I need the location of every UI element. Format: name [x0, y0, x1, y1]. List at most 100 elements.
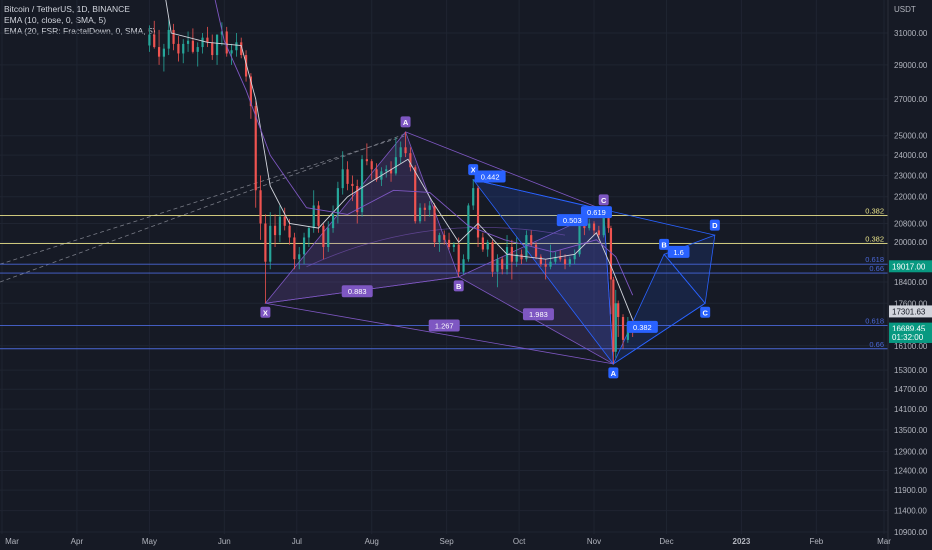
candle-body — [394, 157, 397, 174]
candle-body — [621, 317, 625, 340]
candle-body — [346, 169, 349, 184]
candle-body — [254, 106, 257, 191]
candle-body — [472, 188, 475, 206]
price-axis[interactable]: USDT 31000.00 29000.00 27000.00 25000.00 2400… — [887, 0, 932, 550]
ema-lines — [165, 0, 634, 320]
time-tick-label: Oct — [513, 537, 526, 546]
candle-body — [428, 205, 431, 210]
candle-body — [322, 225, 325, 248]
pattern-ratio-box — [341, 285, 373, 298]
pattern-ratio-label: 1.267 — [435, 321, 454, 330]
candle-body — [177, 43, 180, 54]
candle-body — [273, 225, 277, 236]
time-tick-label: Jun — [218, 537, 231, 546]
fib-level-label: 0.66 — [869, 264, 884, 273]
pattern-point-label: A — [611, 369, 617, 378]
price-axis-unit: USDT — [894, 5, 916, 14]
fib-level-label: 0.382 — [865, 234, 884, 243]
time-tick-label: Sep — [440, 537, 455, 546]
candle-body — [167, 29, 170, 49]
candle-body — [269, 225, 272, 262]
candle-body — [327, 228, 330, 248]
candle-body — [240, 42, 243, 56]
candle-body — [496, 259, 499, 272]
pattern-ratio-box — [626, 320, 658, 333]
candle-body — [351, 183, 354, 186]
price-tick-label: 17600.00 — [894, 299, 928, 308]
candle-body — [230, 50, 233, 54]
candle-body — [433, 205, 436, 243]
candle-body — [447, 239, 451, 248]
indicator-ema-10[interactable]: EMA (10, close, 0, SMA, 5) — [4, 15, 107, 25]
price-tag-label: 16689.45 — [892, 325, 926, 334]
candle-body — [259, 190, 262, 224]
candle-body — [153, 34, 156, 48]
candle-body — [520, 254, 523, 260]
pattern-point-box — [453, 280, 464, 292]
candle-body — [554, 256, 557, 262]
candle-body — [544, 264, 547, 267]
pattern-point-box — [659, 238, 670, 250]
candle-body — [462, 259, 465, 272]
ema-slow-line — [214, 0, 634, 296]
candle-body — [278, 216, 281, 236]
pattern-point-label: C — [702, 308, 708, 317]
candle-body — [592, 223, 596, 231]
fib-level-label: 0.618 — [865, 316, 884, 325]
fib-level-label: 0.382 — [865, 207, 884, 216]
price-tick-label: 25000.00 — [894, 132, 928, 141]
pattern-ratio-label: 1.983 — [529, 310, 548, 319]
candle-body — [293, 237, 296, 260]
candle-body — [307, 228, 310, 238]
candle-body — [534, 244, 538, 257]
pattern-ratio-box — [428, 319, 460, 332]
candle-body — [530, 235, 533, 245]
candle-body — [298, 254, 301, 260]
time-axis[interactable]: Mar Apr May Jun Jul Aug Sep Oct Nov Dec 2023 Feb Mar — [5, 537, 891, 546]
pattern-point-label: B — [661, 240, 667, 249]
price-tick-label: 24000.00 — [894, 151, 928, 160]
pattern-point-box — [709, 219, 720, 231]
candle-body — [302, 237, 306, 255]
pattern-point-label: A — [403, 118, 409, 127]
candle-body — [186, 40, 190, 44]
price-tick-label: 20800.00 — [894, 220, 928, 229]
pattern-ratio-label: 0.382 — [633, 323, 652, 332]
symbol-title[interactable]: Bitcoin / TetherUS, 1D, BINANCE — [4, 4, 130, 14]
ema-fast-line — [165, 0, 634, 320]
candle-body — [375, 169, 378, 180]
pattern-point-label: X — [471, 166, 476, 175]
candle-body — [404, 147, 407, 154]
candle-body — [476, 188, 480, 238]
grid — [0, 0, 888, 534]
pattern-ratio-box — [556, 214, 588, 227]
candle-body — [162, 48, 166, 57]
fib-level-label: 0.618 — [865, 255, 884, 264]
candle-body — [423, 207, 426, 210]
price-tag-label: 01:32:00 — [892, 333, 924, 342]
candle-body — [283, 216, 286, 226]
time-tick-label: Dec — [659, 537, 673, 546]
indicator-ema-20[interactable]: EMA (20, FSR: FractalDown, 0, SMA, 5) — [4, 26, 156, 36]
pattern-labels[interactable]: X A B X C A B C D 0.883 1.267 1.983 0.442 0.503 0.619 1… — [260, 116, 720, 379]
candle-body — [602, 216, 605, 236]
candle-body — [215, 34, 219, 56]
candle-body — [172, 29, 175, 44]
candle-body — [225, 31, 228, 54]
time-tick-label: May — [142, 537, 157, 546]
time-tick-label: Nov — [587, 537, 601, 546]
price-tag-box — [889, 330, 932, 343]
candle-body — [597, 230, 600, 236]
price-tick-label: 23000.00 — [894, 172, 928, 181]
candle-body — [607, 216, 610, 229]
pattern-point-label: C — [601, 196, 607, 205]
time-tick-label: Feb — [809, 537, 823, 546]
purple-line-xd — [265, 302, 614, 365]
pattern-ratio-box — [474, 170, 506, 183]
pattern-ratio-label: 0.883 — [348, 287, 367, 296]
pattern-point-box — [260, 306, 271, 318]
price-tag-label: 19017.00 — [892, 262, 926, 271]
candle-body — [331, 214, 335, 229]
candle-body — [515, 254, 518, 262]
